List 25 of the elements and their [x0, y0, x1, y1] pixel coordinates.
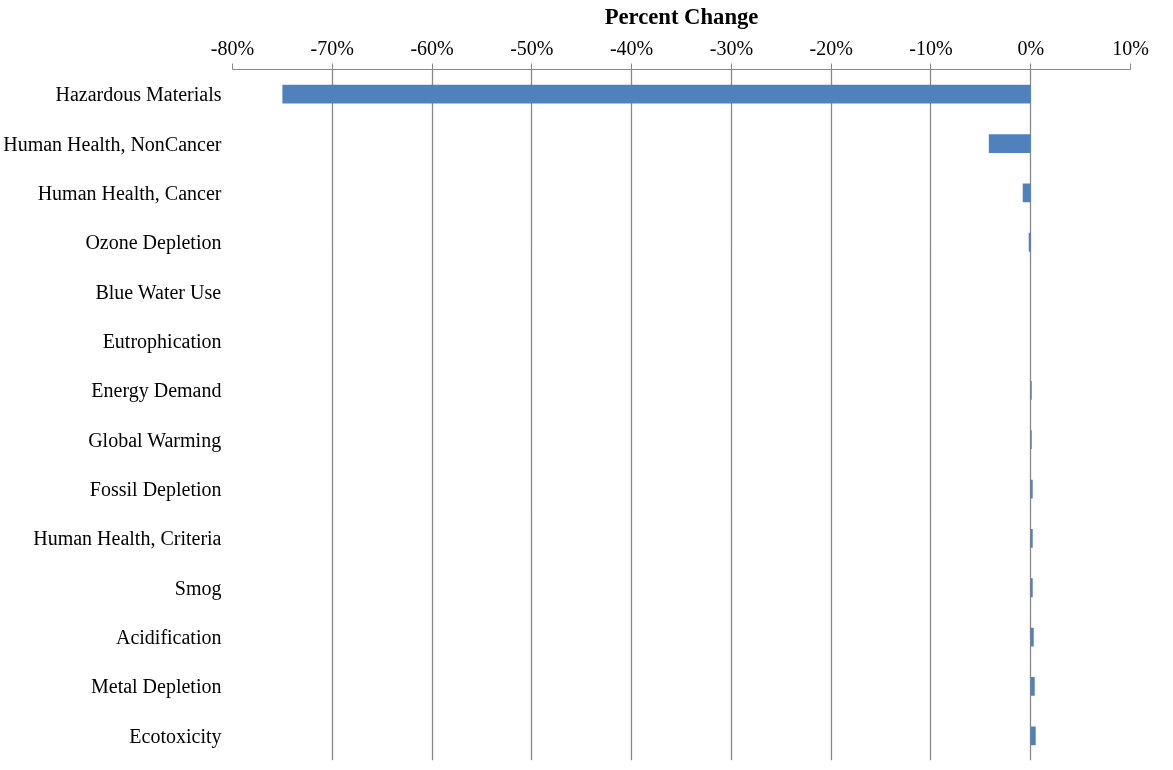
x-tick-label: -50% [510, 36, 554, 59]
x-tick-label: -80% [210, 36, 255, 59]
y-tick-label: Global Warming [88, 428, 222, 452]
y-tick-label: Human Health, Criteria [33, 527, 222, 550]
x-tick-label: 0% [1017, 36, 1045, 59]
y-tick-label: Smog [174, 576, 222, 600]
y-tick-label: Human Health, NonCancer [3, 132, 222, 155]
x-tick-label: -70% [310, 36, 354, 59]
y-tick-label: Fossil Depletion [89, 478, 222, 502]
y-tick-label: Energy Demand [91, 379, 222, 403]
y-tick-label: Ecotoxicity [129, 724, 222, 748]
x-tick-label: -40% [609, 36, 654, 59]
y-tick-label: Blue Water Use [95, 280, 222, 303]
y-tick-label: Metal Depletion [90, 675, 222, 699]
x-tick-label: -30% [709, 36, 754, 59]
y-tick-label: Acidification [115, 626, 222, 649]
x-tick-label: -10% [909, 36, 953, 59]
x-tick-label: -60% [410, 36, 454, 59]
y-tick-label: Human Health, Cancer [37, 181, 222, 204]
x-axis-title: Percent Change [604, 3, 759, 29]
x-tick-label: 10% [1112, 36, 1149, 59]
y-tick-label: Eutrophication [102, 329, 222, 353]
x-tick-label: -20% [809, 36, 853, 59]
y-tick-label: Hazardous Materials [55, 83, 222, 106]
y-tick-label: Ozone Depletion [85, 231, 222, 255]
